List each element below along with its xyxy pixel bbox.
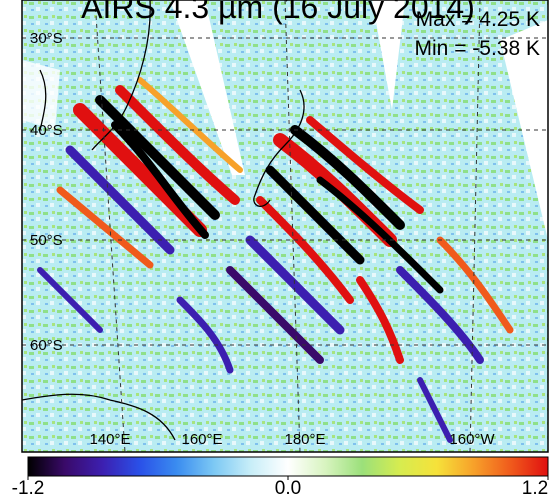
colorbar: -1.2 0.0 1.2 (12, 456, 549, 499)
map-frame (21, 0, 549, 453)
lat-label: 30°S (30, 30, 63, 47)
lon-label: 160°W (449, 431, 495, 448)
lat-labels: 30°S 40°S 50°S 60°S (30, 30, 63, 354)
graticule (22, 0, 548, 452)
lon-labels: 140°E 160°E 180°E 160°W (89, 431, 495, 448)
swath-gap (22, 60, 60, 130)
lat-label: 40°S (30, 122, 63, 139)
title: AIRS 4.3 µm (16 July 2014) (81, 0, 475, 25)
lat-label: 50°S (30, 232, 63, 249)
swath-gap (372, 0, 405, 110)
colorbar-tick-label: 0.0 (275, 478, 301, 499)
colorbar-ramp (27, 456, 549, 477)
map-field (22, 0, 548, 452)
colorbar-tick-label: 1.2 (522, 478, 548, 499)
lon-label: 140°E (89, 431, 130, 448)
lon-label: 180°E (284, 431, 325, 448)
coastlines (22, 0, 305, 441)
max-stat: Max = 4.25 K (416, 8, 540, 31)
lon-label: 160°E (181, 431, 222, 448)
colorbar-tick-label: -1.2 (12, 478, 45, 499)
swath-gap (170, 0, 245, 175)
min-stat: Min = -5.38 K (415, 37, 540, 60)
lat-label: 60°S (30, 337, 63, 354)
swath-gap (500, 20, 548, 240)
